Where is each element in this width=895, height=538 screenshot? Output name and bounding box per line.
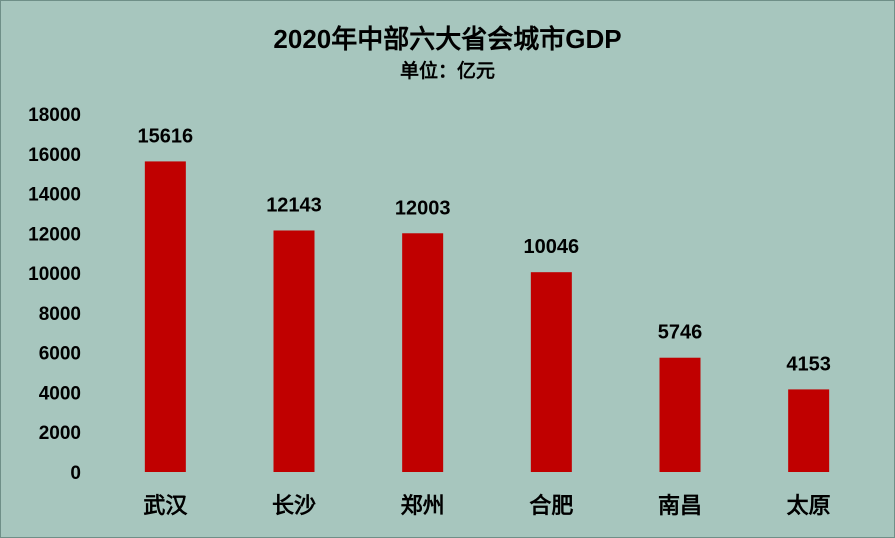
bar xyxy=(788,389,830,472)
y-tick-label: 14000 xyxy=(28,185,81,206)
bar xyxy=(530,272,572,472)
chart-subtitle: 单位：亿元 xyxy=(399,61,495,82)
y-tick-label: 4000 xyxy=(39,383,81,404)
bar xyxy=(402,233,444,472)
bar xyxy=(273,230,315,472)
y-tick-label: 2000 xyxy=(39,423,81,444)
y-tick-label: 16000 xyxy=(28,145,81,166)
bar xyxy=(144,161,186,473)
chart-title: 2020年中部六大省会城市GDP xyxy=(273,24,622,54)
category-label: 长沙 xyxy=(272,494,316,519)
category-label: 合肥 xyxy=(529,493,573,519)
category-label: 太原 xyxy=(787,494,831,519)
category-label: 武汉 xyxy=(143,494,188,519)
data-label: 10046 xyxy=(524,236,580,258)
category-label: 郑州 xyxy=(401,494,445,519)
bar xyxy=(659,357,701,472)
data-label: 12003 xyxy=(395,197,451,219)
y-tick-label: 12000 xyxy=(28,224,81,245)
y-tick-label: 0 xyxy=(70,463,81,484)
y-tick-label: 6000 xyxy=(39,344,81,365)
data-label: 12143 xyxy=(266,194,322,216)
y-tick-label: 18000 xyxy=(28,105,81,126)
y-tick-label: 10000 xyxy=(28,264,81,285)
category-label: 南昌 xyxy=(658,494,702,519)
data-label: 4153 xyxy=(786,353,831,375)
data-label: 15616 xyxy=(138,125,194,147)
data-label: 5746 xyxy=(658,322,703,344)
y-tick-label: 8000 xyxy=(39,304,81,325)
